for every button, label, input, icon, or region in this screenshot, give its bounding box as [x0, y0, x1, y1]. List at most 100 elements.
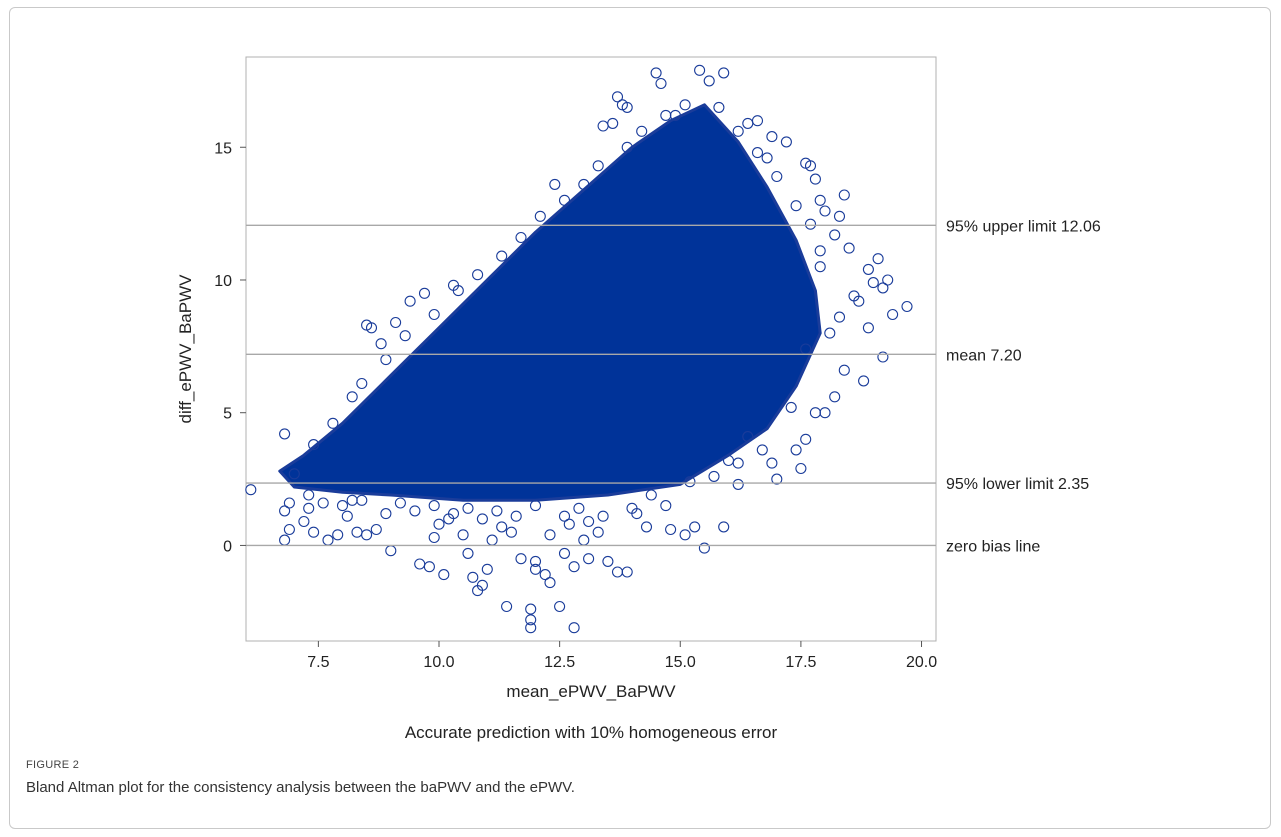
data-point	[626, 502, 638, 514]
data-point	[742, 431, 754, 443]
data-point	[472, 269, 484, 281]
data-point	[583, 515, 595, 528]
data-point	[356, 494, 368, 506]
data-point	[611, 91, 624, 103]
data-point	[428, 531, 440, 544]
data-point	[476, 513, 488, 525]
data-point	[780, 136, 792, 148]
data-point	[578, 178, 590, 190]
data-point	[370, 523, 382, 536]
data-point	[867, 277, 879, 289]
data-point	[414, 558, 426, 570]
data-point	[568, 561, 580, 573]
data-point	[751, 115, 764, 127]
data-point	[679, 529, 691, 541]
data-point	[785, 401, 797, 413]
data-point	[756, 444, 768, 456]
data-point	[491, 505, 503, 517]
data-point	[327, 417, 339, 429]
ref-label-lower_limit: 95% lower limit 2.35	[946, 476, 1089, 493]
data-point	[303, 502, 315, 514]
data-point	[771, 170, 783, 183]
y-tick-label: 0	[223, 538, 232, 555]
data-point	[602, 555, 614, 567]
data-point	[809, 407, 821, 419]
data-point	[790, 200, 802, 212]
y-axis-label: diff_ePWV_BaPWV	[176, 274, 195, 424]
data-point	[361, 319, 373, 331]
data-point	[640, 521, 653, 533]
data-point	[862, 322, 874, 334]
x-axis-label: mean_ePWV_BaPWV	[506, 682, 676, 701]
ref-label-mean: mean 7.20	[946, 347, 1022, 364]
data-point	[558, 547, 571, 559]
data-point	[804, 218, 817, 230]
data-point	[476, 579, 488, 591]
data-point	[447, 508, 460, 520]
data-point	[804, 160, 817, 172]
data-point	[525, 603, 537, 615]
data-point	[558, 194, 571, 206]
data-point	[438, 569, 450, 581]
data-point	[679, 99, 691, 111]
data-point	[308, 526, 320, 538]
plot-area-border	[245, 56, 937, 642]
data-point	[298, 515, 310, 528]
data-point	[621, 566, 633, 578]
data-point	[824, 327, 836, 339]
data-point	[529, 500, 542, 512]
data-point	[829, 229, 841, 241]
data-point	[529, 555, 542, 567]
data-point	[283, 523, 295, 536]
data-point	[877, 351, 889, 363]
data-point	[308, 439, 320, 451]
data-point	[650, 67, 662, 79]
data-point	[838, 364, 850, 376]
data-point	[563, 518, 575, 530]
data-point	[501, 600, 513, 613]
data-point	[496, 521, 508, 533]
data-point	[481, 563, 493, 575]
data-point	[621, 101, 633, 113]
data-point	[433, 518, 445, 530]
data-point	[510, 510, 522, 522]
data-point	[833, 210, 846, 222]
data-point	[814, 194, 826, 206]
data-point	[713, 101, 725, 113]
data-point	[592, 526, 604, 538]
data-point	[621, 141, 633, 153]
data-point	[862, 263, 874, 275]
y-tick-label: 5	[223, 406, 232, 423]
data-point	[583, 553, 595, 565]
data-point	[394, 497, 406, 509]
data-point	[645, 489, 657, 501]
data-point	[689, 521, 701, 533]
data-point	[766, 457, 778, 469]
data-point	[819, 205, 831, 217]
y-axis-ticks: 0 5 10 15	[214, 140, 246, 555]
data-point	[462, 547, 474, 559]
data-point	[684, 476, 696, 488]
ref-label-upper_limit: 95% upper limit 12.06	[946, 218, 1101, 235]
data-point	[317, 497, 329, 509]
data-point	[361, 529, 373, 541]
y-tick-label: 15	[214, 140, 232, 157]
data-point	[732, 457, 744, 469]
x-tick-label: 10.0	[423, 654, 454, 671]
data-point	[283, 497, 295, 509]
data-point	[399, 330, 411, 342]
data-point	[853, 295, 865, 307]
data-point	[578, 534, 590, 546]
data-point	[279, 428, 291, 440]
data-point	[901, 300, 913, 313]
data-point	[529, 563, 542, 575]
data-point	[814, 245, 826, 257]
x-axis-ticks: 7.5 10.0 12.5 15.0 17.5 20.0	[307, 641, 937, 671]
data-point	[660, 109, 672, 121]
data-point	[858, 375, 870, 387]
data-point	[573, 502, 585, 514]
figure-label: FIGURE 2	[26, 759, 80, 771]
dense-region	[278, 103, 822, 502]
data-point	[457, 529, 469, 541]
data-point	[428, 308, 440, 321]
